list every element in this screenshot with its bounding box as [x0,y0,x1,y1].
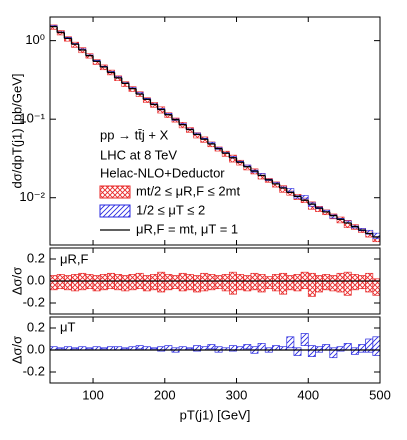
y-tick-label: 0.0 [27,272,45,287]
panel-label: μT [60,319,75,334]
plot-frame [49,16,381,246]
y-tick-label: -0.2 [23,294,45,309]
ratio-band [164,345,173,351]
y-tick-label: 10⁻¹ [19,111,45,126]
ratio-band [293,347,302,356]
ratio-band [71,347,80,350]
band-segment [286,188,295,192]
ratio-band [99,347,108,350]
ratio-band [49,275,58,291]
ratio-band [171,275,180,290]
x-tick-label: 100 [82,387,104,402]
ratio-band [286,336,295,349]
legend-swatch [99,204,131,218]
legend-label: 1/2 ≤ μT ≤ 2 [136,202,205,217]
ratio-band [343,271,352,296]
ratio-band [207,274,216,291]
band-segment [372,232,381,240]
ratio-band [128,274,137,291]
y-tick-label: 0.2 [27,250,45,265]
legend-swatch [99,185,131,199]
ratio-band [322,274,331,291]
legend-label: μR,F = mt, μT = 1 [136,221,238,236]
ratio-band [92,275,101,292]
ratio-band [121,347,130,350]
ratio-band [193,275,202,293]
ratio-band [343,343,352,351]
x-tick-label: 200 [154,387,176,402]
ratio-band [157,271,166,293]
ratio-band [178,272,187,292]
ratio-band [164,274,173,291]
ratio-band [243,275,252,292]
ratio-band [257,343,266,351]
ratio-band [142,275,151,292]
ratio-band [150,274,158,291]
y-tick-label: 10⁻² [19,189,45,204]
ratio-band [336,272,345,293]
y-tick-label: 10⁰ [25,32,45,47]
y-tick-label: -0.2 [23,363,45,378]
ratio-band [185,347,194,350]
ratio-band [228,271,237,295]
y-axis-title: Δσ/σ [9,267,24,295]
ratio-band [185,274,194,291]
ratio-band [307,345,316,357]
ratio-band [71,274,80,292]
legend-label: mt/2 ≤ μR,F ≤ 2mt [136,183,240,198]
ratio-band [63,275,72,291]
ratio-band [236,274,245,291]
ratio-band [214,275,223,290]
panel-label: μR,F [60,251,88,266]
ratio-band [358,344,367,353]
ratio-band [135,345,144,350]
x-axis-title: pT(j1) [GeV] [180,407,251,422]
x-tick-label: 400 [297,387,319,402]
ratio-band [358,275,367,290]
ratio-band [372,336,381,356]
ratio-band [207,344,216,350]
ratio-band [315,275,323,293]
ratio-band [121,275,130,292]
y-axis-title: dσ/dpT(j1) [pb/GeV] [9,74,24,189]
ratio-band [99,274,108,291]
ratio-band [272,274,280,292]
y-tick-label: 0.2 [27,319,45,334]
ratio-band [150,347,158,350]
ratio-band [114,274,123,291]
x-tick-label: 500 [369,387,391,402]
ratio-band [307,272,316,297]
ratio-band [286,275,295,291]
ratio-band [264,276,273,290]
y-tick-label: 0.0 [27,341,45,356]
ratio-band [279,272,288,295]
ratio-band [329,275,338,292]
ratio-band [365,272,374,293]
ratio-band [329,347,338,359]
ratio-band [221,274,230,292]
ratio-band [257,274,266,293]
ratio-band [200,272,209,292]
ratio-band [322,344,331,351]
y-axis-title: Δσ/σ [9,336,24,364]
ratio-band [300,333,309,346]
ratio-band [56,347,65,350]
band-segment [300,195,309,200]
ratio-band [350,274,359,291]
annotation: pp → tt̄j + X [100,127,169,142]
ratio-band [243,344,252,350]
ratio-band [350,347,359,355]
annotation: LHC at 8 TeV [100,147,177,162]
x-tick-label: 300 [226,387,248,402]
ratio-band [85,347,94,350]
ratio-band [272,345,280,351]
ratio-band [293,274,302,292]
annotation: Helac-NLO+Deductor [100,165,225,180]
